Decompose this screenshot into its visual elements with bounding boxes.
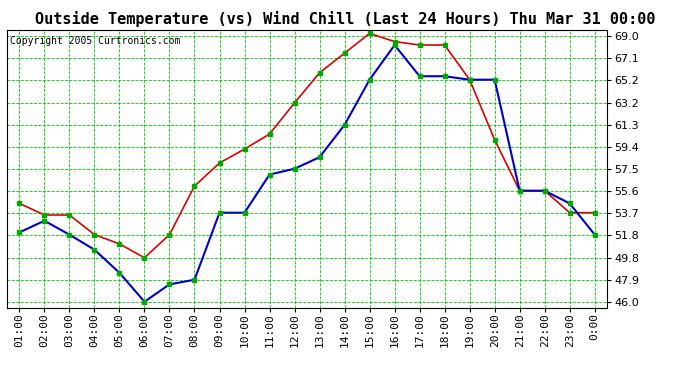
Text: Outside Temperature (vs) Wind Chill (Last 24 Hours) Thu Mar 31 00:00: Outside Temperature (vs) Wind Chill (Las… bbox=[34, 11, 655, 27]
Text: Copyright 2005 Curtronics.com: Copyright 2005 Curtronics.com bbox=[10, 36, 180, 45]
